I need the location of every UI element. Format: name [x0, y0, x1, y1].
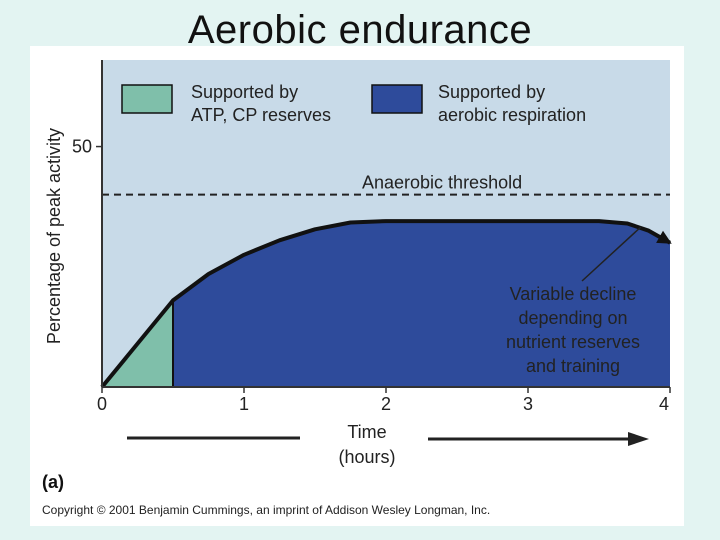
annotation-leader — [581, 226, 642, 282]
x-tick-label: 1 — [239, 394, 249, 414]
legend-aerobic-line1: Supported by — [438, 82, 545, 102]
annotation-line-1: Variable decline — [510, 284, 637, 304]
legend-atp-cp-line1: Supported by — [191, 82, 298, 102]
annotation-line-4: and training — [526, 356, 620, 376]
x-tick-label: 3 — [523, 394, 533, 414]
y-axis-label: Percentage of peak activity — [44, 128, 64, 344]
legend-swatch-atp-cp — [121, 84, 173, 114]
legend-swatch-aerobic — [371, 84, 423, 114]
activity-curve — [100, 219, 671, 389]
area-aerobic — [173, 221, 670, 387]
endurance-chart: Anaerobic threshold Supported by ATP, CP… — [42, 60, 672, 517]
x-tick-label: 4 — [659, 394, 669, 414]
x-axis-label-line2: (hours) — [338, 447, 395, 467]
x-axis-label-line1: Time — [347, 422, 386, 442]
threshold-label: Anaerobic threshold — [362, 173, 522, 193]
area-atp-cp — [102, 300, 173, 387]
legend-aerobic-line2: aerobic respiration — [438, 105, 586, 125]
time-arrowhead — [628, 432, 649, 446]
y-tick-label: 50 — [72, 137, 92, 157]
x-tick-label: 2 — [381, 394, 391, 414]
figure-panel: Anaerobic threshold Supported by ATP, CP… — [30, 46, 684, 526]
panel-label: (a) — [42, 472, 64, 492]
legend-atp-cp-line2: ATP, CP reserves — [191, 105, 331, 125]
x-tick-label: 0 — [97, 394, 107, 414]
curve-arrowhead — [656, 230, 672, 244]
copyright-text: Copyright © 2001 Benjamin Cummings, an i… — [42, 503, 490, 517]
annotation-line-3: nutrient reserves — [506, 332, 640, 352]
slide-title: Aerobic endurance — [187, 8, 533, 52]
annotation-line-2: depending on — [518, 308, 627, 328]
